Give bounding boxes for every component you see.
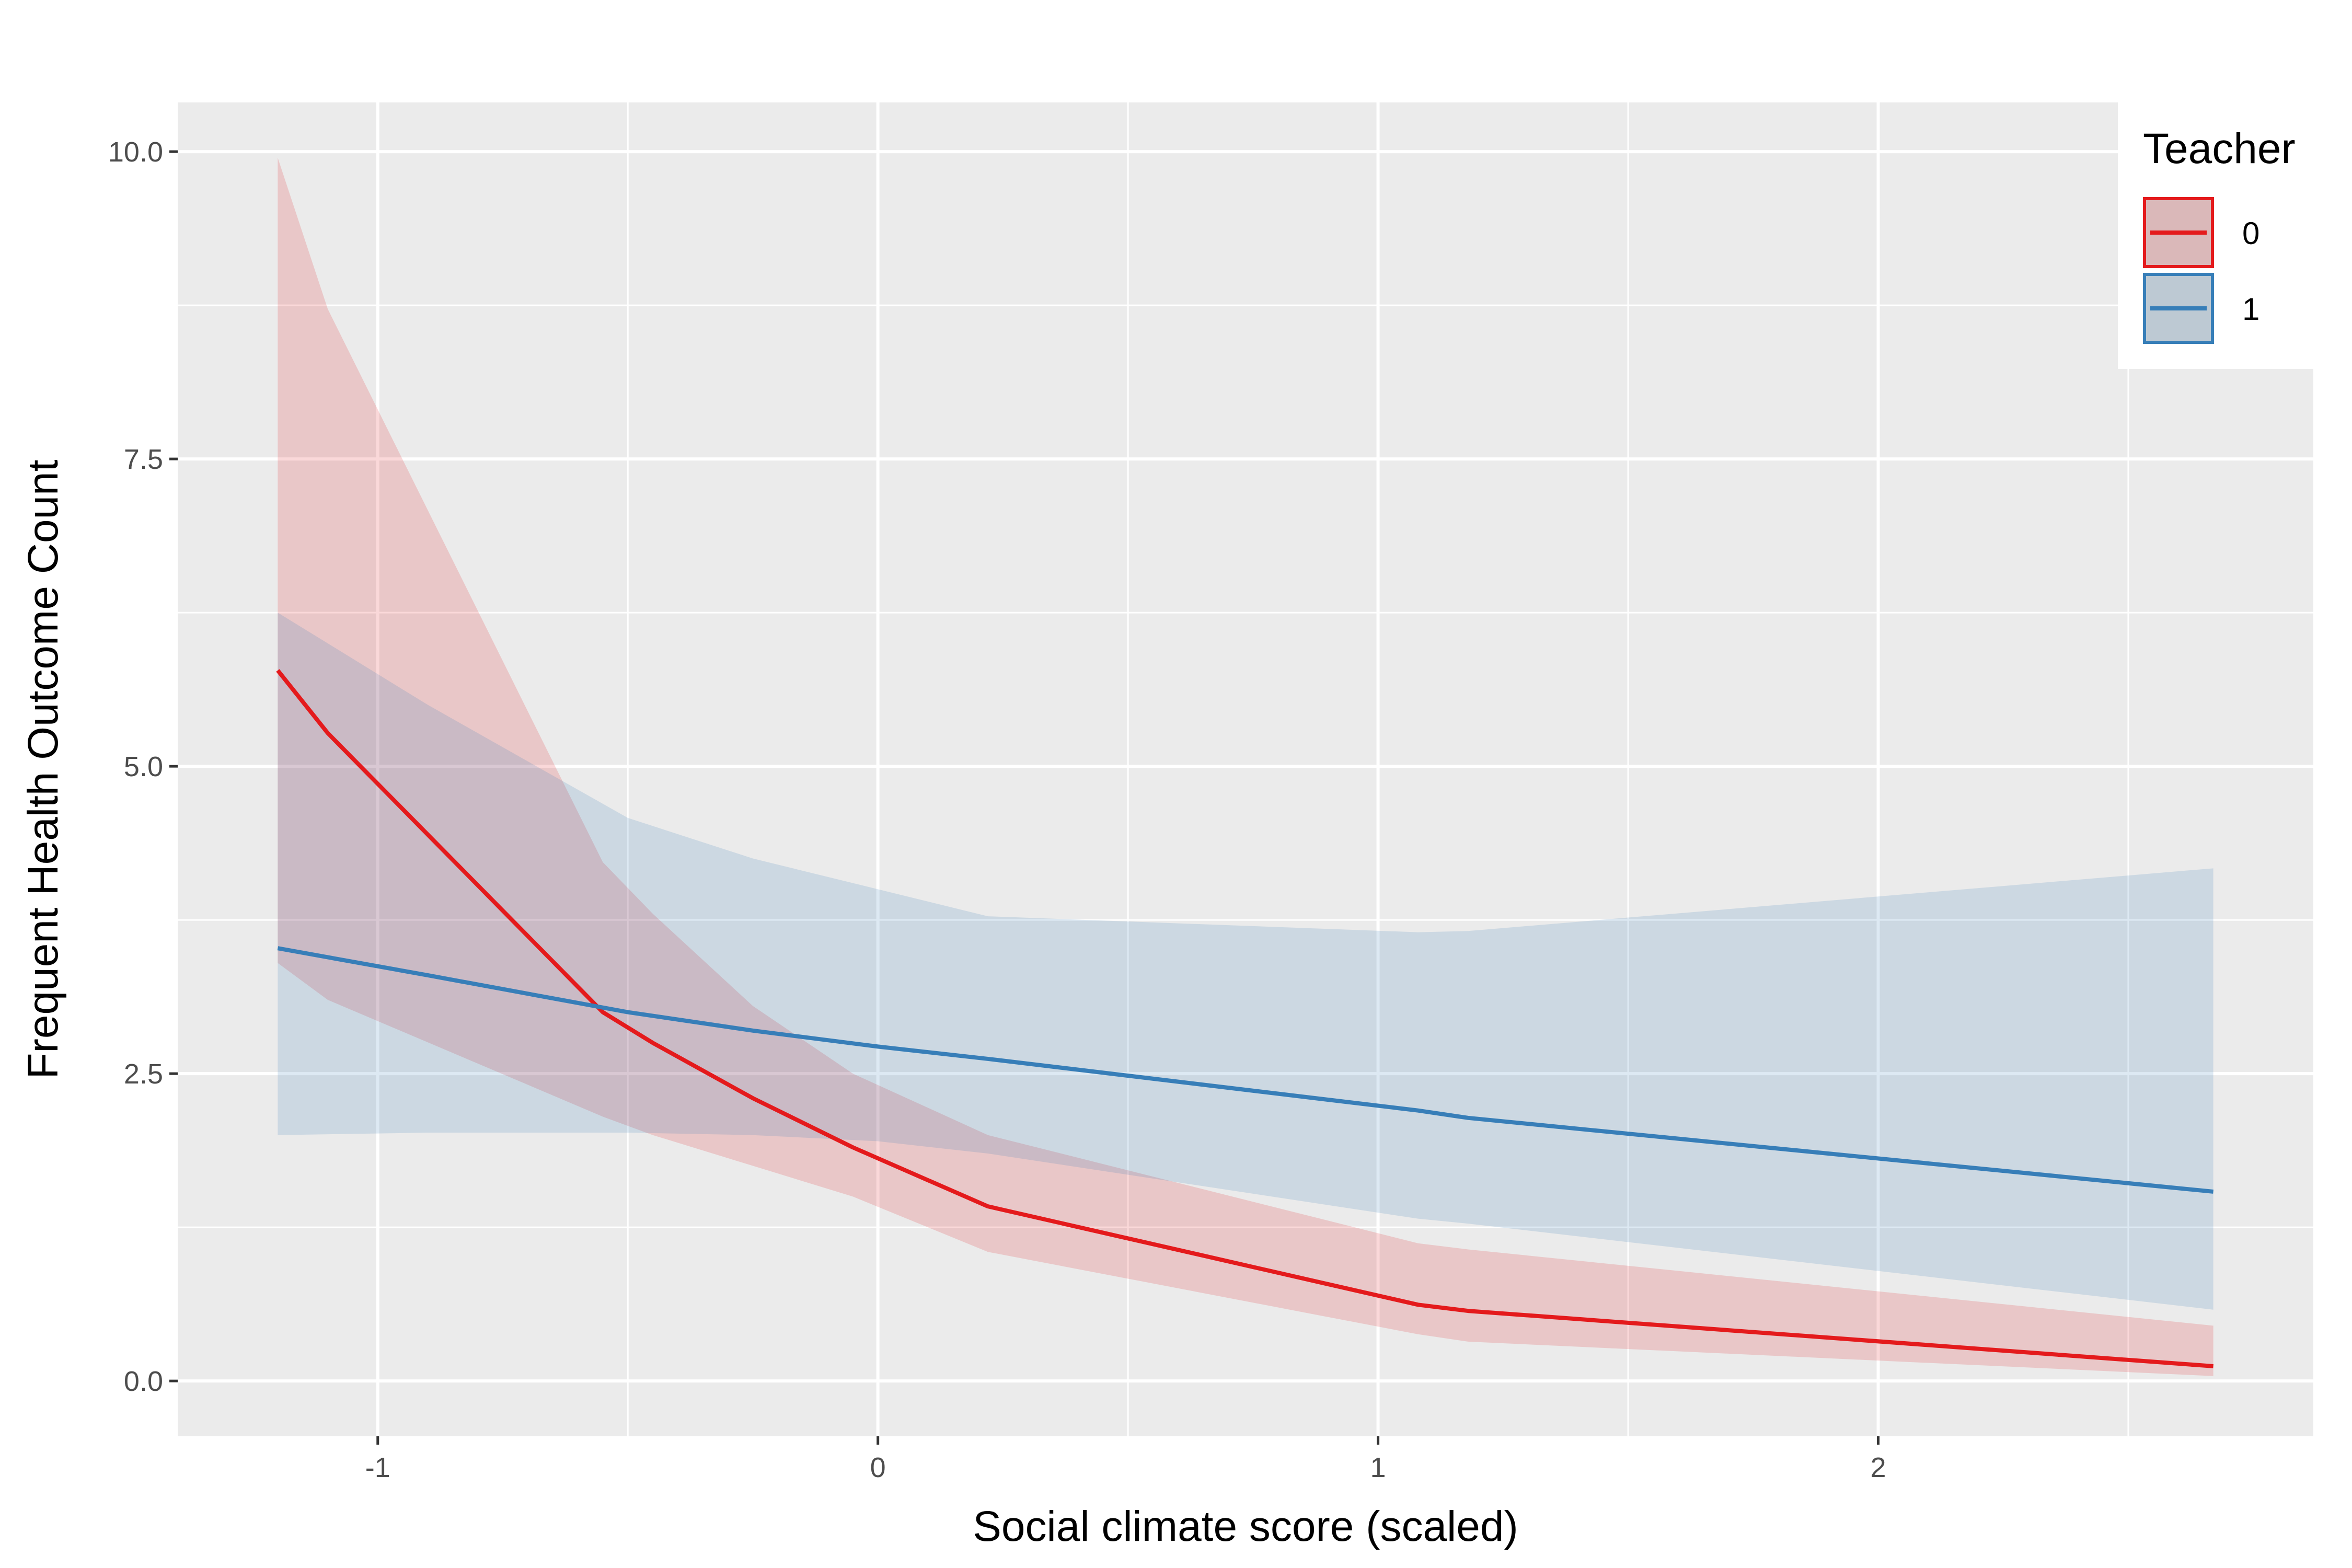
legend-title: Teacher <box>2143 125 2296 172</box>
line-series-0 <box>276 669 2213 1368</box>
y-tick-label: 0.0 <box>124 1366 163 1397</box>
x-axis: -1 0 1 2 <box>365 1436 1886 1483</box>
line-series-1 <box>277 946 2214 1194</box>
y-tick-label: 2.5 <box>124 1058 163 1090</box>
x-tick-label: -1 <box>365 1452 390 1483</box>
y-tick-label: 7.5 <box>124 444 163 475</box>
ribbon-series-1 <box>278 613 2213 1310</box>
series-lines <box>276 669 2214 1368</box>
legend: Teacher 01 <box>2118 102 2352 369</box>
x-tick-label: 1 <box>1370 1452 1386 1483</box>
plot-panel <box>178 102 2313 1436</box>
y-axis: 0.0 2.5 5.0 7.5 10.0 <box>108 136 178 1397</box>
legend-label-0: 0 <box>2242 216 2259 251</box>
legend-label-1: 1 <box>2242 292 2259 327</box>
x-tick-label: 0 <box>870 1452 886 1483</box>
x-tick-label: 2 <box>1870 1452 1886 1483</box>
y-tick-label: 10.0 <box>108 136 163 168</box>
confidence-ribbons <box>278 157 2213 1376</box>
x-axis-title: Social climate score (scaled) <box>973 1503 1518 1550</box>
y-axis-title: Frequent Health Outcome Count <box>19 459 67 1079</box>
y-tick-label: 5.0 <box>124 751 163 782</box>
major-gridlines <box>178 102 2313 1436</box>
ribbon-series-0 <box>278 157 2213 1376</box>
legend-entries: 01 <box>2143 197 2259 344</box>
